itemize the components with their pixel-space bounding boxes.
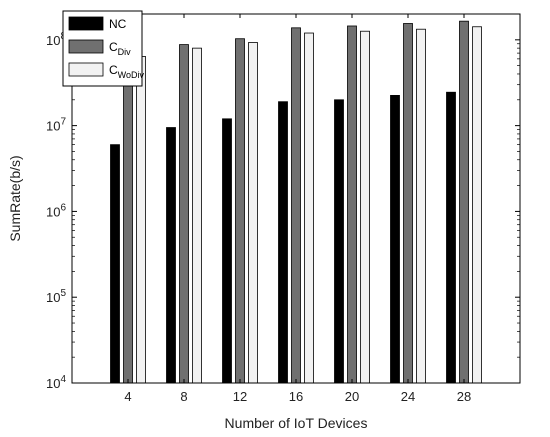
bar-nc-16 xyxy=(278,101,288,384)
legend-swatch xyxy=(68,39,104,54)
bar-c-wodiv-24 xyxy=(416,28,426,384)
x-tick-label: 16 xyxy=(289,389,303,404)
bar-c-div-20 xyxy=(347,25,357,384)
legend-label: NC xyxy=(109,17,127,31)
x-tick-label: 20 xyxy=(345,389,359,404)
x-tick-label: 8 xyxy=(180,389,187,404)
bar-c-div-4 xyxy=(123,53,133,384)
legend-swatch xyxy=(68,16,104,31)
x-tick-label: 24 xyxy=(401,389,415,404)
bar-nc-8 xyxy=(166,127,176,384)
legend-label: CWoDiv xyxy=(109,63,145,80)
bar-c-wodiv-4 xyxy=(136,56,146,384)
y-tick-label: 104 xyxy=(46,374,66,391)
y-axis-title: SumRate(b/s) xyxy=(7,155,23,241)
bar-nc-24 xyxy=(390,95,400,384)
y-tick-label: 106 xyxy=(46,202,66,219)
legend: NC CDiv CWoDiv xyxy=(62,10,145,87)
bar-nc-12 xyxy=(222,118,232,384)
bar-c-div-28 xyxy=(459,20,469,384)
legend-swatch xyxy=(68,62,104,77)
x-tick-label: 4 xyxy=(124,389,131,404)
x-tick-label: 12 xyxy=(233,389,247,404)
bar-c-wodiv-16 xyxy=(304,32,314,384)
bar-c-div-8 xyxy=(179,44,189,384)
y-tick-label: 105 xyxy=(46,288,66,305)
bar-c-div-24 xyxy=(403,23,413,384)
bar-c-wodiv-28 xyxy=(472,26,482,384)
x-tick-label: 28 xyxy=(457,389,471,404)
bar-c-div-12 xyxy=(235,38,245,384)
x-axis-title: Number of IoT Devices xyxy=(225,415,368,431)
bars-layer xyxy=(110,20,482,384)
ticks-layer: 481216202428104105106107108 xyxy=(46,14,520,404)
bar-c-wodiv-8 xyxy=(192,47,202,384)
bar-nc-4 xyxy=(110,144,120,384)
bar-c-wodiv-20 xyxy=(360,30,370,384)
bar-c-wodiv-12 xyxy=(248,42,258,384)
bar-c-div-16 xyxy=(291,27,301,384)
legend-label: CDiv xyxy=(109,40,131,57)
bar-nc-20 xyxy=(334,99,344,384)
bar-nc-28 xyxy=(446,91,456,384)
y-tick-label: 107 xyxy=(46,117,66,134)
